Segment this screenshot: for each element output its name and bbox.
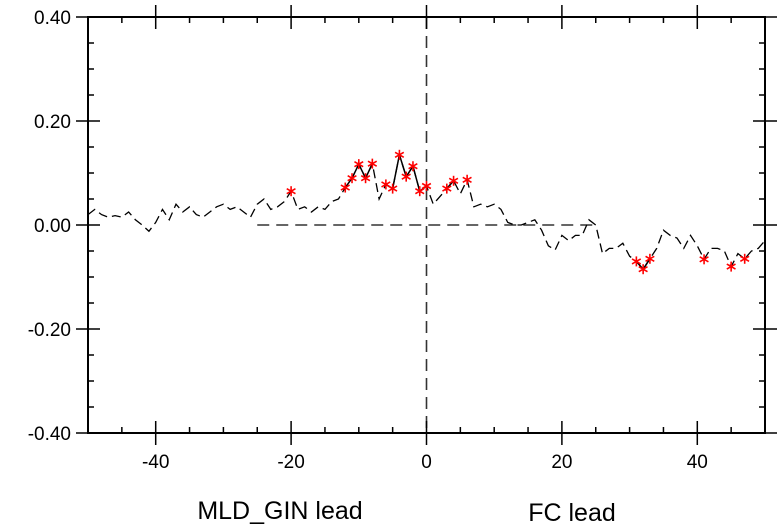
significant-segment	[412, 166, 421, 192]
significant-marker	[401, 171, 411, 182]
x-axis-label-left: MLD_GIN lead	[197, 497, 362, 525]
significant-marker	[354, 159, 364, 170]
y-tick-label: -0.40	[28, 424, 71, 445]
significant-marker	[387, 183, 398, 194]
significant-marker	[347, 173, 357, 184]
x-tick-label: -40	[142, 452, 169, 473]
significant-segment	[391, 154, 401, 189]
significant-marker	[645, 253, 655, 264]
significant-marker	[699, 254, 709, 265]
significant-marker	[408, 161, 418, 172]
x-tick-label: 20	[551, 452, 572, 473]
significant-marker	[462, 174, 472, 185]
x-axis-label-right: FC lead	[528, 499, 616, 527]
x-tick-label: 0	[421, 452, 432, 473]
significant-marker	[367, 158, 378, 169]
x-tick-label: -20	[277, 452, 304, 473]
y-tick-label: 0.00	[34, 216, 71, 237]
significant-marker	[726, 261, 736, 272]
significant-marker	[381, 179, 391, 190]
significant-marker	[340, 182, 351, 193]
y-tick-label: 0.40	[34, 8, 71, 29]
significant-marker	[421, 181, 432, 191]
significant-segment	[398, 154, 407, 177]
significant-marker	[442, 183, 452, 194]
significant-segment	[351, 163, 360, 179]
significant-marker	[360, 173, 371, 184]
significant-segment	[364, 163, 374, 179]
y-tick-label: -0.20	[28, 320, 71, 341]
significant-marker	[739, 253, 750, 264]
significant-segment	[642, 258, 651, 270]
significant-segment	[358, 163, 367, 179]
significant-marker	[631, 256, 642, 267]
significant-marker	[394, 149, 405, 160]
y-tick-label: 0.20	[34, 112, 71, 133]
significant-marker	[414, 186, 425, 197]
plot-frame	[87, 16, 766, 434]
significant-marker	[286, 186, 296, 197]
x-tick-label: 40	[687, 452, 708, 473]
significant-segment	[405, 165, 414, 178]
significant-marker	[638, 264, 648, 275]
significant-marker	[448, 175, 459, 186]
